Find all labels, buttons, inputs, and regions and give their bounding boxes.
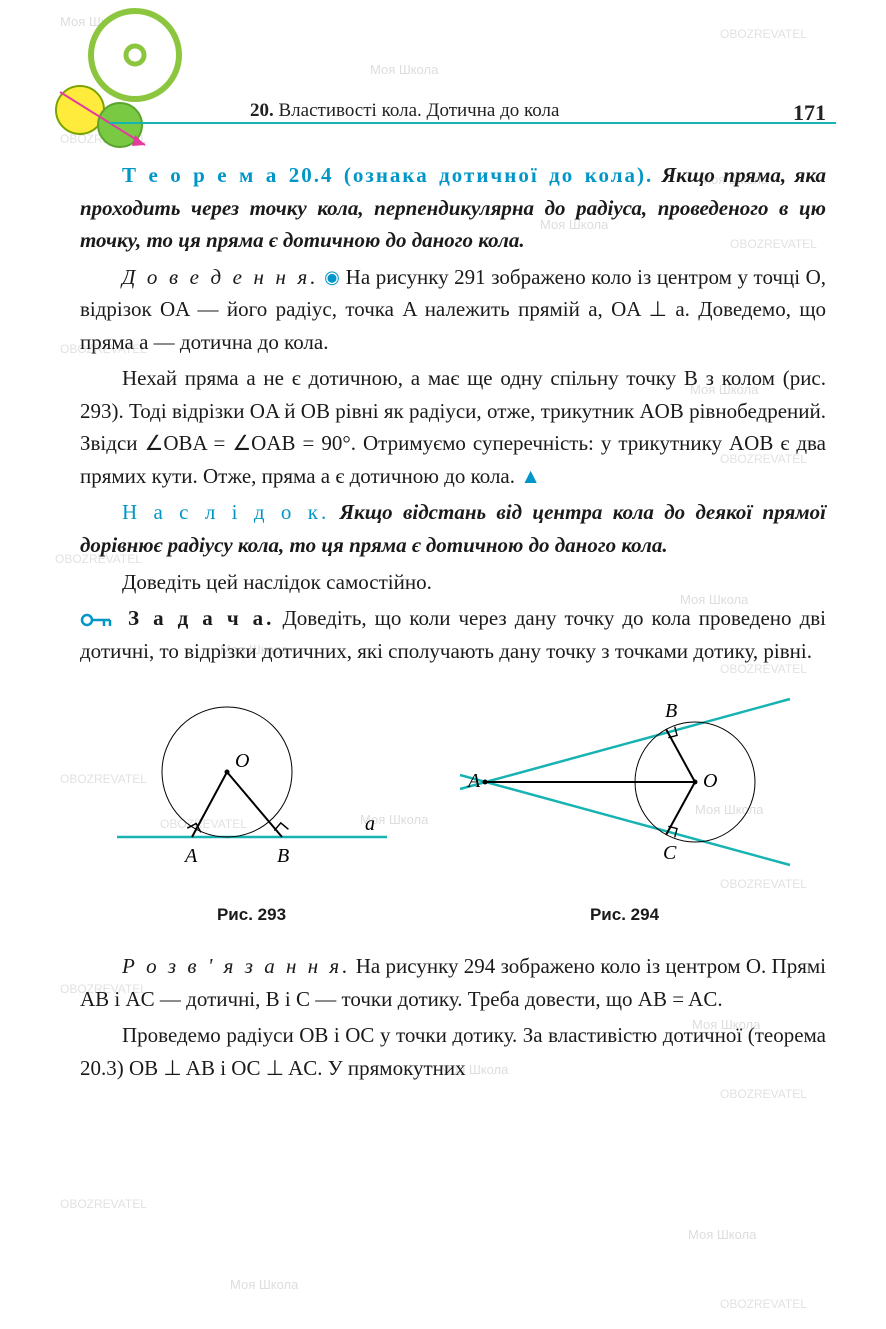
watermark: OBOZREVATEL <box>60 1195 147 1214</box>
key-icon <box>80 611 114 629</box>
label-A: A <box>466 770 481 792</box>
proof-p1: Д о в е д е н н я. ◉ На рисунку 291 зобр… <box>80 261 826 359</box>
figures-row: O A B a Рис. 293 <box>0 687 886 928</box>
section-title-text: Властивості кола. Дотична до кола <box>279 100 560 121</box>
header-logo-icon <box>40 0 190 160</box>
watermark: OBOZREVATEL <box>720 1295 807 1314</box>
solution-p2: Проведемо радіуси OB і OC у точки дотику… <box>80 1019 826 1084</box>
page: 20. Властивості кола. Дотична до кола 17… <box>0 0 886 1084</box>
proof-label: Д о в е д е н н я. <box>122 265 319 289</box>
corollary-after: Доведіть цей наслідок самостійно. <box>80 566 826 599</box>
solution-label: Р о з в ' я з а н н я. <box>122 954 350 978</box>
theorem-paragraph: Т е о р е м а 20.4 (ознака дотичної до к… <box>80 159 826 257</box>
label-C: C <box>663 842 677 864</box>
content-body: Т е о р е м а 20.4 (ознака дотичної до к… <box>0 145 886 667</box>
figure-294: A B C O Рис. 294 <box>450 687 800 928</box>
label-B: B <box>665 700 677 722</box>
label-A: A <box>183 845 198 867</box>
figure-294-svg: A B C O <box>450 687 800 882</box>
proof-end-icon: ▲ <box>520 464 541 488</box>
corollary-paragraph: Н а с л і д о к. Якщо відстань від центр… <box>80 496 826 561</box>
corollary-label: Н а с л і д о к. <box>122 500 329 524</box>
label-B: B <box>277 845 289 867</box>
section-number: 20. <box>250 100 274 121</box>
task-label: З а д а ч а. <box>128 606 274 630</box>
proof-p2: Нехай пряма a не є дотичною, а має ще од… <box>80 362 826 492</box>
watermark: Моя Школа <box>688 1225 756 1245</box>
label-O: O <box>703 770 717 792</box>
proof-bullet-icon: ◉ <box>324 267 340 287</box>
figure-294-caption: Рис. 294 <box>450 902 800 928</box>
content-body-2: Р о з в ' я з а н н я. На рисунку 294 зо… <box>0 936 886 1084</box>
page-header: 20. Властивості кола. Дотична до кола 17… <box>0 0 886 145</box>
page-number: 171 <box>793 96 826 130</box>
solution-p1: Р о з в ' я з а н н я. На рисунку 294 зо… <box>80 950 826 1015</box>
watermark: OBOZREVATEL <box>720 1085 807 1104</box>
watermark: Моя Школа <box>230 1275 298 1295</box>
figure-293-svg: O A B a <box>107 687 397 882</box>
label-O: O <box>235 750 249 772</box>
label-a: a <box>365 813 375 835</box>
task-paragraph: З а д а ч а. Доведіть, що коли через дан… <box>80 602 826 667</box>
section-heading: 20. Властивості кола. Дотична до кола <box>250 96 559 125</box>
proof-text-2: Нехай пряма a не є дотичною, а має ще од… <box>80 366 826 488</box>
figure-293-caption: Рис. 293 <box>107 902 397 928</box>
figure-293: O A B a Рис. 293 <box>107 687 397 928</box>
theorem-label: Т е о р е м а 20.4 (ознака дотичної до к… <box>122 163 653 187</box>
